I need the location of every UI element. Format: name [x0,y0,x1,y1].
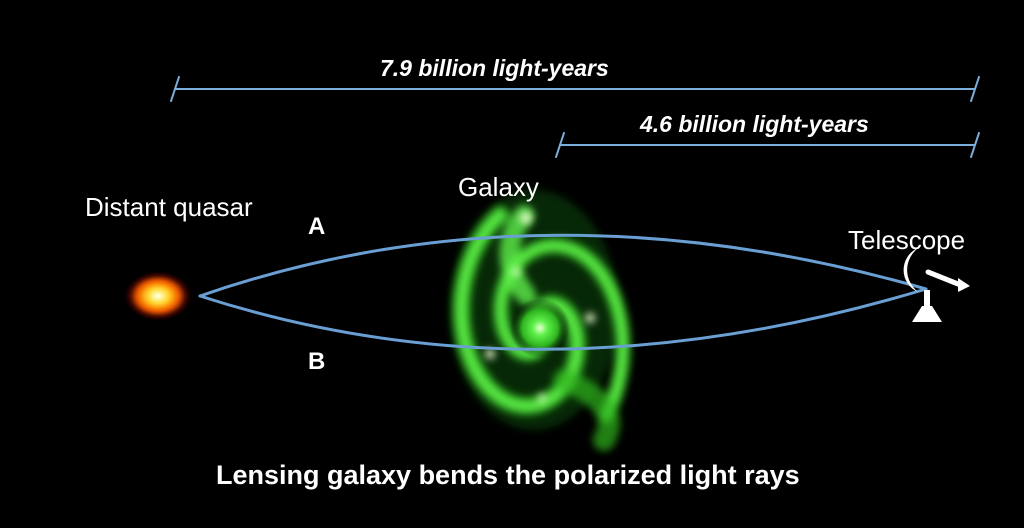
path-b-label: B [308,348,325,376]
telescope-label: Telescope [848,225,965,256]
telescope-icon [904,248,970,322]
distance-galaxy-label: 4.6 billion light-years [640,111,869,138]
diagram-stage: 7.9 billion light-years 4.6 billion ligh… [0,0,1024,528]
light-path-b [200,289,926,349]
light-path-a [200,235,926,296]
path-a-label: A [308,213,325,241]
quasar-label: Distant quasar [85,192,253,223]
galaxy-graphic [450,190,623,440]
distance-total-label: 7.9 billion light-years [380,55,609,82]
caption-text: Lensing galaxy bends the polarized light… [216,460,800,491]
galaxy-label: Galaxy [458,172,539,203]
quasar-glow [109,260,208,333]
